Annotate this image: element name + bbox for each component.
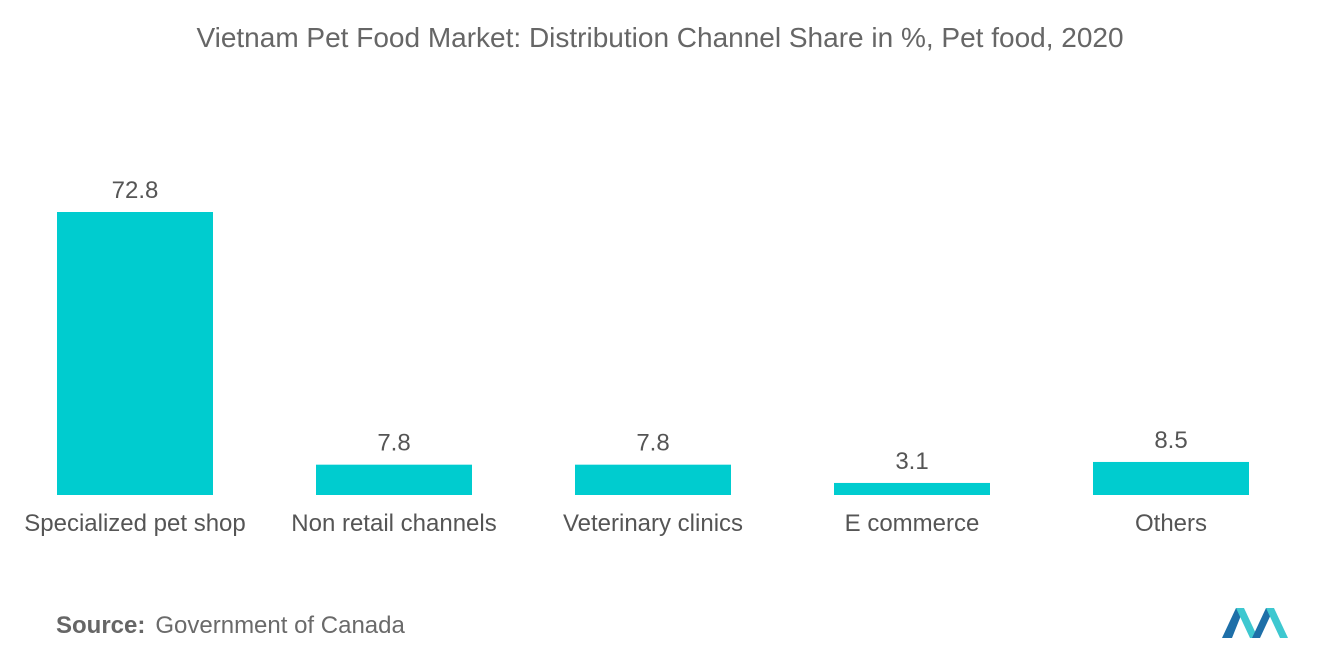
data-label-3: 3.1 (895, 448, 928, 475)
logo-middle-stroke (1236, 608, 1258, 638)
data-label-1: 7.8 (377, 430, 410, 457)
category-label-3: E commerce (845, 510, 980, 537)
bar-2 (575, 464, 731, 495)
source-text: Government of Canada (155, 612, 405, 639)
bar-0 (57, 212, 213, 495)
logo-center-stroke (1252, 608, 1274, 638)
bar-chart: 72.8 Specialized pet shop 7.8 Non retail ch… (24, 177, 1249, 537)
source-label: Source: (56, 612, 146, 639)
logo-left-stroke (1222, 608, 1244, 638)
bar-4 (1093, 461, 1249, 495)
data-label-4: 8.5 (1154, 427, 1187, 454)
data-label-0: 72.8 (112, 177, 159, 204)
chart-title: Vietnam Pet Food Market: Distribution Ch… (196, 22, 1124, 53)
category-label-0: Specialized pet shop (24, 510, 245, 537)
data-label-2: 7.8 (636, 430, 669, 457)
category-label-1: Non retail channels (291, 510, 496, 537)
bar-3 (834, 482, 990, 495)
bar-1 (316, 464, 472, 495)
logo-right-stroke (1266, 608, 1288, 638)
category-label-2: Veterinary clinics (563, 510, 743, 537)
mordor-intelligence-logo-icon (1222, 608, 1288, 638)
category-label-4: Others (1135, 510, 1207, 537)
source-line: Source: Government of Canada (56, 612, 405, 640)
